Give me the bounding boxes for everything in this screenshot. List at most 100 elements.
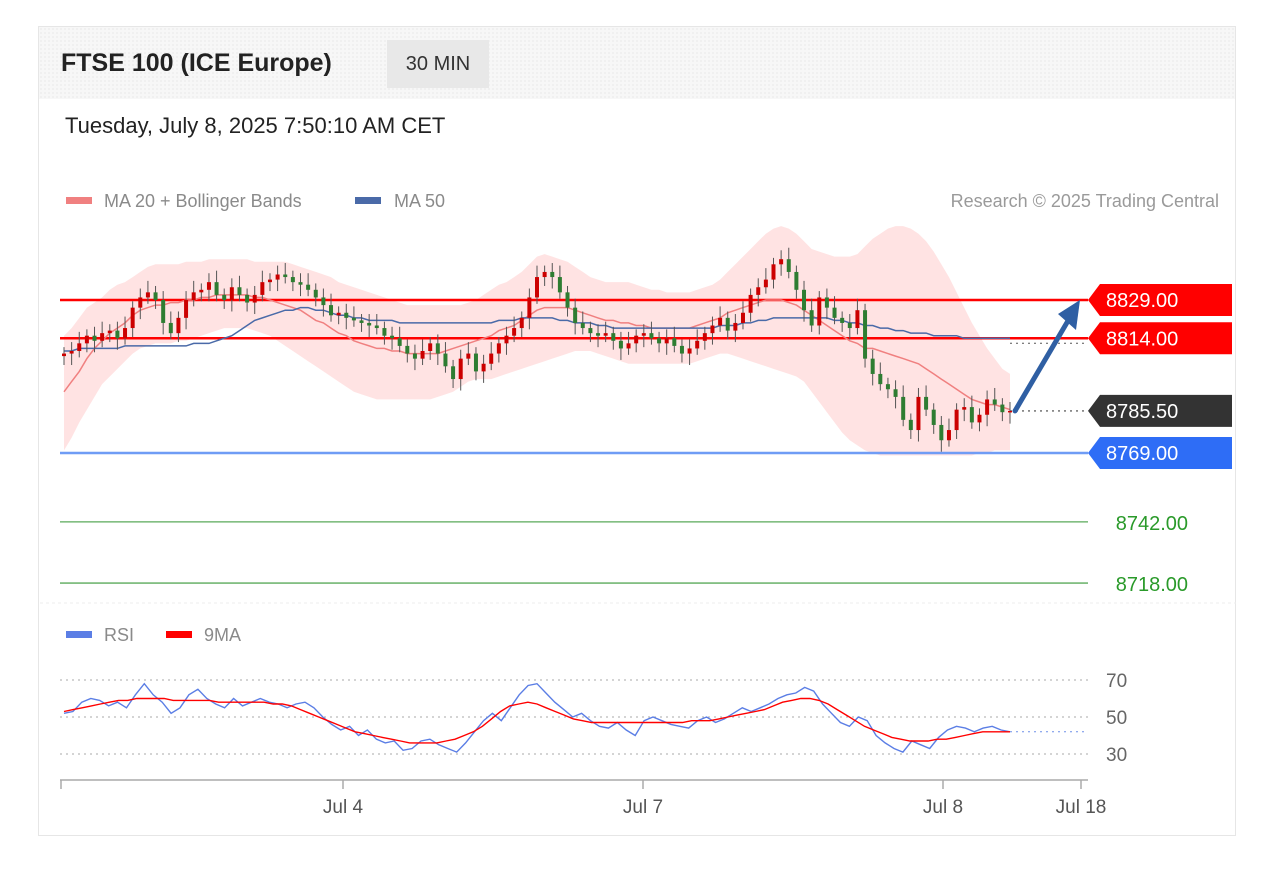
interval-badge[interactable]: 30 MIN xyxy=(387,40,489,88)
candle-body xyxy=(62,353,66,357)
candle-body xyxy=(84,335,89,344)
candle-body xyxy=(130,307,135,329)
candle-body xyxy=(199,289,204,293)
candle-body xyxy=(733,322,738,331)
candle-body xyxy=(458,358,463,380)
candle-body xyxy=(939,424,944,441)
ma20-legend-label: MA 20 + Bollinger Bands xyxy=(104,191,302,211)
candle-body xyxy=(161,300,166,323)
candle-body xyxy=(916,396,921,431)
candle-body xyxy=(618,340,623,349)
candle-body xyxy=(298,282,303,285)
candle-body xyxy=(657,338,662,344)
candle-body xyxy=(359,320,364,323)
candle-body xyxy=(687,348,692,354)
candle-body xyxy=(550,271,555,278)
candle-body xyxy=(954,409,959,431)
candle-body xyxy=(374,325,379,329)
candle-body xyxy=(176,317,181,334)
candle-body xyxy=(725,317,730,331)
candle-body xyxy=(779,259,784,265)
candle-body xyxy=(397,338,402,346)
candle-body xyxy=(184,300,189,318)
rsi-legend-label: RSI xyxy=(104,625,134,645)
candle-body xyxy=(237,287,242,295)
candle-body xyxy=(466,353,471,359)
candle-body xyxy=(924,396,929,410)
candle-body xyxy=(672,338,677,346)
candle-body xyxy=(100,333,105,341)
rsi-tick-label: 70 xyxy=(1106,671,1127,692)
candle-body xyxy=(611,333,616,341)
candle-body xyxy=(443,353,448,367)
candle-body xyxy=(649,333,654,339)
candle-body xyxy=(412,353,417,359)
rsi-legend-swatch xyxy=(66,631,92,638)
target-arrow-shaft xyxy=(1012,311,1075,414)
candle-body xyxy=(786,259,791,272)
candle-body xyxy=(290,277,295,283)
candle-body xyxy=(596,333,601,336)
ma20-line xyxy=(63,294,1011,411)
candle-body xyxy=(802,289,807,311)
candle-body xyxy=(260,282,265,295)
candle-body xyxy=(855,310,860,329)
candle-body xyxy=(77,343,82,351)
ma9-legend-label: 9MA xyxy=(204,625,241,645)
candle-body xyxy=(588,328,593,334)
candle-body xyxy=(985,399,990,415)
candle-body xyxy=(641,333,646,336)
candle-body xyxy=(252,294,257,303)
candle-body xyxy=(306,284,311,290)
candle-body xyxy=(931,409,936,425)
candle-body xyxy=(481,363,486,372)
candle-body xyxy=(893,389,898,397)
ma50-legend-label: MA 50 xyxy=(394,191,445,211)
level-tag xyxy=(1088,322,1232,355)
candle-body xyxy=(763,279,768,288)
candle-body xyxy=(603,333,608,336)
candle-body xyxy=(1008,410,1012,413)
level-tag xyxy=(1088,437,1232,469)
target-arrow-head xyxy=(1058,300,1080,330)
candle-body xyxy=(496,343,501,354)
candle-body xyxy=(878,373,883,385)
time-axis-label: Jul 18 xyxy=(1056,797,1107,818)
candle-body xyxy=(512,328,517,336)
candle-body xyxy=(748,294,753,313)
candle-body xyxy=(794,271,799,290)
candle-body xyxy=(367,322,372,326)
candle-body xyxy=(222,294,227,300)
candle-body xyxy=(702,333,707,341)
candle-body xyxy=(992,399,997,405)
ma20-legend-swatch xyxy=(66,197,92,204)
candle-body xyxy=(740,312,745,323)
candle-body xyxy=(329,305,334,316)
candle-body xyxy=(832,307,837,318)
candle-body xyxy=(69,351,74,354)
level-tag-label: 8829.00 xyxy=(1106,290,1178,312)
candle-body xyxy=(405,345,410,354)
candle-body xyxy=(695,340,700,349)
candle-body xyxy=(473,353,478,372)
candle-body xyxy=(153,292,158,300)
level-tag xyxy=(1088,394,1232,427)
rsi-ma9-line xyxy=(63,697,1010,744)
candle-body xyxy=(977,414,982,423)
candle-body xyxy=(123,328,128,339)
candle-body xyxy=(519,317,524,329)
candle-body xyxy=(573,307,578,323)
candle-body xyxy=(321,297,326,306)
candle-body xyxy=(962,407,967,410)
support-level-label: 8742.00 xyxy=(1116,513,1188,535)
candle-body xyxy=(344,312,349,318)
time-axis-label: Jul 8 xyxy=(923,797,963,818)
candle-body xyxy=(275,274,280,280)
ma50-legend-swatch xyxy=(355,197,381,204)
candle-body xyxy=(824,297,829,308)
candle-body xyxy=(885,384,890,390)
candle-body xyxy=(565,292,570,308)
candle-body xyxy=(626,343,631,349)
candle-body xyxy=(267,279,272,283)
